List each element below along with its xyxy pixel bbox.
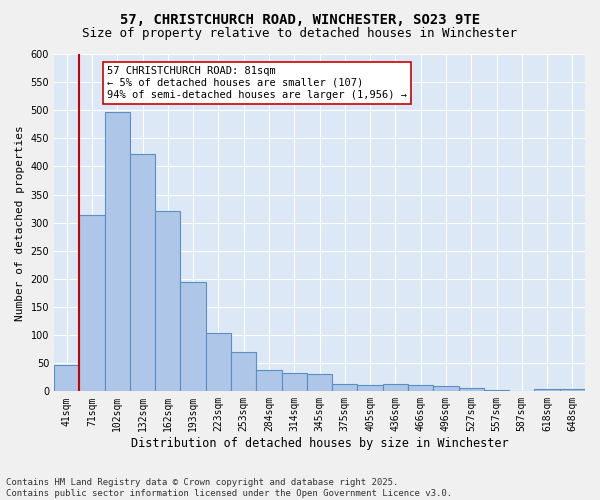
Bar bbox=[535, 389, 560, 392]
Bar bbox=[408, 384, 433, 392]
Bar bbox=[332, 384, 358, 392]
Bar bbox=[358, 384, 383, 392]
Bar bbox=[383, 384, 408, 392]
Bar bbox=[484, 390, 509, 392]
Text: 57, CHRISTCHURCH ROAD, WINCHESTER, SO23 9TE: 57, CHRISTCHURCH ROAD, WINCHESTER, SO23 … bbox=[120, 12, 480, 26]
Bar bbox=[256, 370, 281, 392]
Text: Contains HM Land Registry data © Crown copyright and database right 2025.
Contai: Contains HM Land Registry data © Crown c… bbox=[6, 478, 452, 498]
Y-axis label: Number of detached properties: Number of detached properties bbox=[15, 125, 25, 320]
Bar bbox=[79, 216, 104, 392]
Bar bbox=[155, 212, 181, 392]
Bar bbox=[231, 352, 256, 392]
Bar bbox=[206, 333, 231, 392]
Bar bbox=[181, 282, 206, 392]
Bar bbox=[560, 389, 585, 392]
Bar bbox=[458, 388, 484, 392]
Bar bbox=[54, 366, 79, 392]
Bar bbox=[281, 373, 307, 392]
X-axis label: Distribution of detached houses by size in Winchester: Distribution of detached houses by size … bbox=[131, 437, 508, 450]
Bar bbox=[104, 112, 130, 392]
Bar bbox=[307, 374, 332, 392]
Bar bbox=[433, 386, 458, 392]
Bar bbox=[130, 154, 155, 392]
Text: Size of property relative to detached houses in Winchester: Size of property relative to detached ho… bbox=[83, 28, 517, 40]
Text: 57 CHRISTCHURCH ROAD: 81sqm
← 5% of detached houses are smaller (107)
94% of sem: 57 CHRISTCHURCH ROAD: 81sqm ← 5% of deta… bbox=[107, 66, 407, 100]
